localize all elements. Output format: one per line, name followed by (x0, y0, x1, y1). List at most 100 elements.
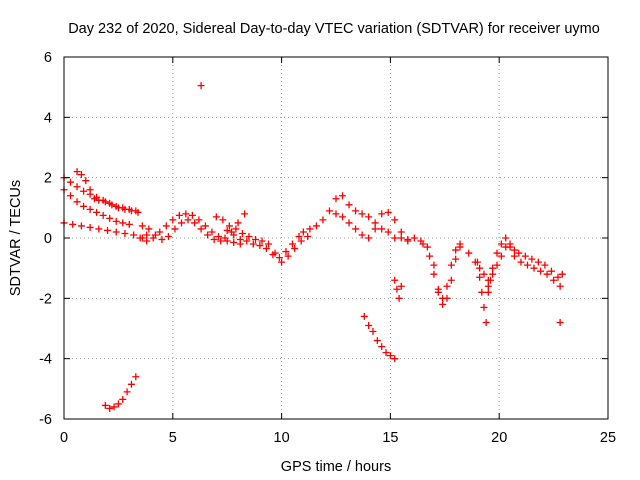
data-point (110, 403, 118, 411)
data-point (378, 210, 386, 218)
data-point (112, 217, 120, 225)
data-point (217, 237, 225, 245)
series-arc-drop-19 (473, 258, 494, 326)
data-point (210, 236, 218, 244)
data-point (537, 267, 545, 275)
y-tick-label: 6 (44, 50, 52, 66)
data-point (130, 231, 138, 239)
data-point (90, 195, 98, 203)
data-point (77, 222, 85, 230)
data-point (178, 219, 186, 227)
data-point (197, 225, 205, 233)
data-point (410, 234, 418, 242)
data-point (365, 213, 373, 221)
data-point (99, 211, 107, 219)
data-point (67, 192, 75, 200)
data-point (386, 352, 394, 360)
data-point (201, 222, 209, 230)
data-point (162, 222, 170, 230)
data-point (482, 318, 490, 326)
x-tick-label: 15 (382, 430, 398, 446)
data-point (171, 225, 179, 233)
x-tick-label: 20 (491, 430, 507, 446)
data-point (371, 219, 379, 227)
data-point (447, 276, 455, 284)
data-point (182, 210, 190, 218)
data-point (282, 248, 290, 256)
series-arc-low-1 (60, 219, 151, 245)
data-point (123, 388, 131, 396)
data-point (112, 228, 120, 236)
series-arc-top-2 (73, 168, 142, 216)
data-point (119, 395, 127, 403)
x-axis-label: GPS time / hours (281, 459, 391, 475)
data-point (439, 294, 447, 302)
data-point (104, 226, 112, 234)
data-point (230, 239, 238, 247)
data-point (134, 208, 142, 216)
data-point (332, 210, 340, 218)
data-point (80, 202, 88, 210)
data-point (204, 231, 212, 239)
data-point (251, 236, 259, 244)
data-point (214, 232, 222, 240)
series-arc-top-1 (60, 174, 140, 215)
data-point (430, 270, 438, 278)
data-point (191, 219, 199, 227)
data-point (391, 234, 399, 242)
data-point (258, 237, 266, 245)
y-tick-label: -6 (39, 412, 52, 428)
data-point (69, 220, 77, 228)
data-point (371, 225, 379, 233)
y-tick-labels: -6 -4 -2 0 2 4 6 (39, 50, 52, 428)
data-point (291, 245, 299, 253)
data-point (497, 240, 505, 248)
series-arc-mid-3 (212, 213, 312, 266)
data-point (127, 380, 135, 388)
data-point (382, 349, 390, 357)
data-point (345, 219, 353, 227)
data-point (208, 228, 216, 236)
data-point (534, 258, 542, 266)
data-point (517, 258, 525, 266)
series-arc-mid-15 (391, 276, 405, 302)
data-point (391, 216, 399, 224)
data-point (480, 303, 488, 311)
data-point (265, 240, 273, 248)
data-point (395, 294, 403, 302)
data-point (108, 201, 116, 209)
data-point (489, 264, 497, 272)
data-point (145, 225, 153, 233)
data-point (365, 234, 373, 242)
data-point (493, 261, 501, 269)
data-point (528, 255, 536, 263)
x-tick-label: 0 (60, 430, 68, 446)
data-point (121, 229, 129, 237)
data-point (256, 242, 264, 250)
data-point (101, 401, 109, 409)
data-point (175, 211, 183, 219)
y-tick-label: -2 (39, 291, 52, 307)
data-point (515, 249, 523, 257)
data-point (426, 252, 434, 260)
data-point (352, 225, 360, 233)
data-point (67, 178, 75, 186)
data-point (136, 234, 144, 242)
data-point (352, 207, 360, 215)
data-point (284, 252, 292, 260)
data-point (339, 213, 347, 221)
data-point (506, 243, 514, 251)
data-point (243, 237, 251, 245)
data-point (423, 243, 431, 251)
data-point (86, 186, 94, 194)
data-point (556, 318, 564, 326)
y-tick-label: -4 (39, 352, 52, 368)
data-point (384, 228, 392, 236)
data-point (306, 225, 314, 233)
data-point (319, 216, 327, 224)
data-points (60, 82, 566, 412)
data-point (497, 252, 505, 260)
data-point (125, 220, 133, 228)
data-point (358, 210, 366, 218)
axis-ticks (63, 56, 609, 420)
